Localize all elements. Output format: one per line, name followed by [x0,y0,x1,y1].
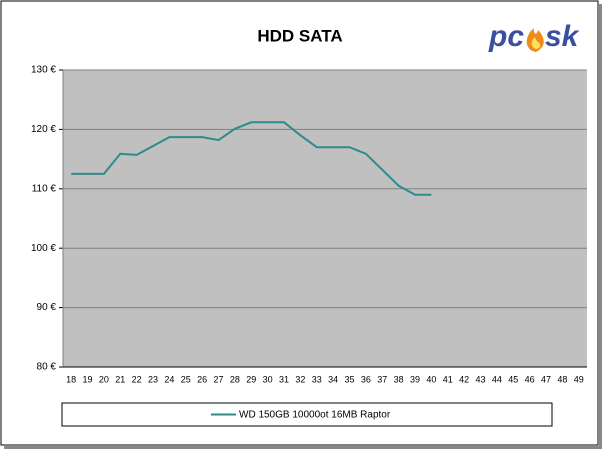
chart-title: HDD SATA [257,26,342,45]
x-tick-label: 38 [394,374,404,384]
line-series [71,121,432,196]
y-tick-label: 100 € [31,243,56,254]
x-tick-label: 19 [83,374,93,384]
x-tick-label: 31 [279,374,289,384]
x-tick-label: 20 [99,374,109,384]
x-tick-label: 33 [312,374,322,384]
x-tick-label: 46 [525,374,535,384]
y-tick-label: 90 € [37,302,57,313]
x-tick-label: 30 [263,374,273,384]
x-tick-label: 32 [295,374,305,384]
x-tick-label: 36 [361,374,371,384]
x-tick-label: 40 [426,374,436,384]
x-tick-label: 49 [574,374,584,384]
x-tick-label: 25 [181,374,191,384]
x-tick-label: 42 [459,374,469,384]
x-tick-label: 26 [197,374,207,384]
y-tick-label: 80 € [37,362,57,373]
logo-text: pc [488,20,524,53]
x-tick-label: 34 [328,374,338,384]
x-tick-label: 22 [132,374,142,384]
x-tick-label: 35 [345,374,355,384]
legend [61,402,553,427]
y-tick-label: 120 € [31,124,56,135]
y-tick-label: 110 € [32,183,57,194]
x-tick-label: 44 [492,374,502,384]
legend-label: WD 150GB 10000ot 16MB Raptor [239,410,391,421]
x-tick-label: 18 [66,374,76,384]
x-tick-label: 27 [214,374,224,384]
x-tick-label: 45 [508,374,518,384]
frame-shadow [4,446,602,449]
x-tick-label: 48 [557,374,567,384]
y-tick-label: 130 € [31,65,56,76]
x-tick-label: 29 [246,374,256,384]
x-tick-label: 39 [410,374,420,384]
plot-area [63,70,587,367]
x-tick-label: 37 [377,374,387,384]
x-tick-label: 23 [148,374,158,384]
x-tick-label: 24 [164,374,174,384]
logo-text: sk [545,20,580,53]
frame-shadow [599,4,602,448]
x-tick-label: 43 [476,374,486,384]
x-tick-label: 41 [443,374,453,384]
x-tick-label: 21 [115,374,125,384]
logo: pc sk [488,20,580,53]
x-tick-label: 47 [541,374,551,384]
x-tick-label: 28 [230,374,240,384]
logo-flame [531,37,541,49]
